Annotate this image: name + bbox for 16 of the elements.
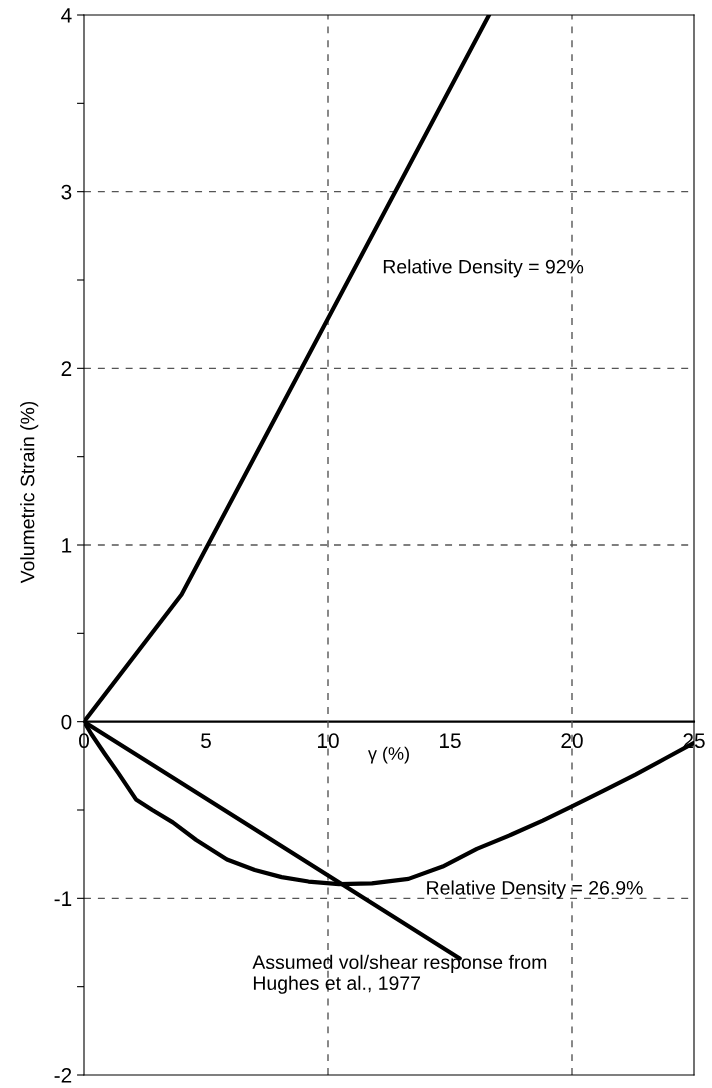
series-label: Relative Density = 92%: [383, 259, 584, 278]
y-tick-label: 4: [61, 8, 72, 23]
series-label: Relative Density = 26.9%: [427, 880, 643, 899]
x-tick-label: 10: [318, 733, 339, 749]
y-tick-label: 3: [61, 184, 72, 200]
y-tick-label: 0: [61, 714, 72, 730]
y-axis-title: Volumetric Strain (%): [20, 401, 39, 584]
y-tick-label: -2: [54, 1068, 72, 1083]
y-tick-label: -1: [54, 891, 72, 906]
text: Assumed vol/shear response from Hughes et al., 1977: [252, 954, 547, 994]
y-tick-label: 1: [62, 538, 72, 553]
x-tick-label: 15: [440, 733, 461, 749]
x-tick-label: 20: [561, 733, 583, 749]
x-tick-label: 5: [201, 733, 211, 749]
y-tick-label: 2: [61, 361, 72, 376]
x-axis-title: γ (%): [368, 746, 409, 764]
